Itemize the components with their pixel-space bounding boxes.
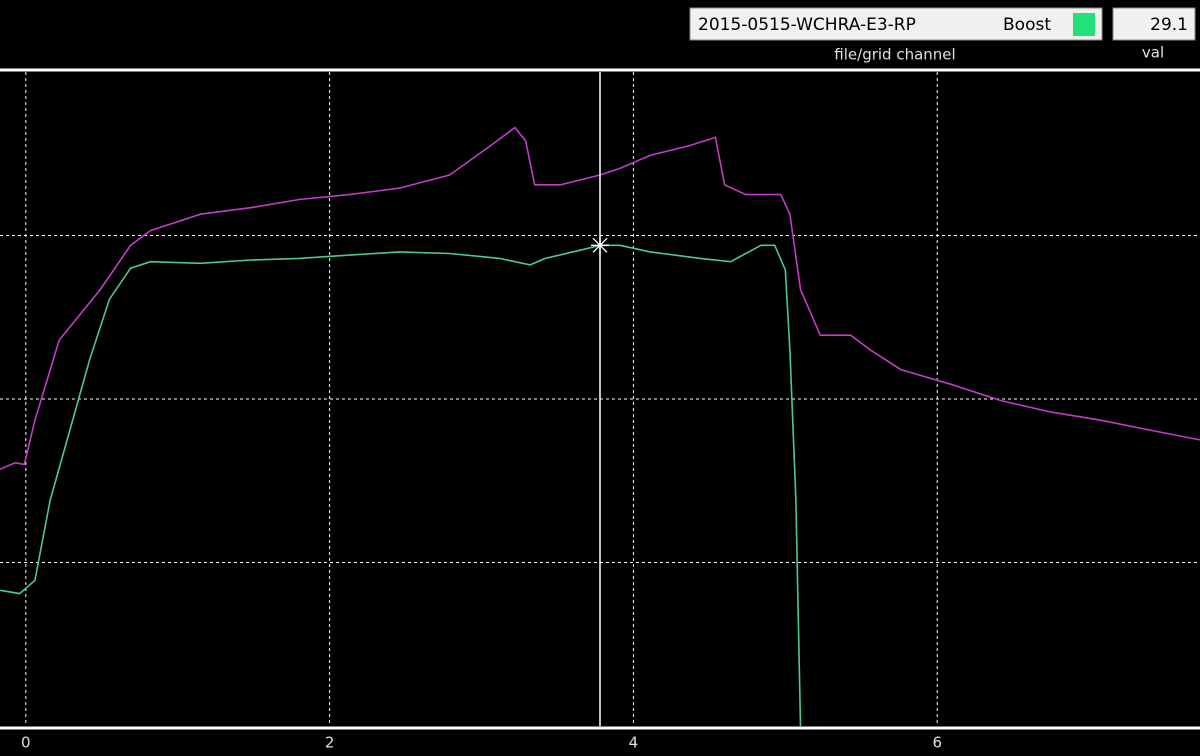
file-name: 2015-0515-WCHRA-E3-RP xyxy=(698,15,916,35)
value: 29.1 xyxy=(1150,15,1188,35)
x-tick-label: 6 xyxy=(932,734,942,752)
file-box[interactable] xyxy=(689,7,1103,41)
value-label: val xyxy=(1142,44,1164,62)
x-tick-label: 0 xyxy=(21,734,31,752)
channel-name: Boost xyxy=(1003,15,1051,35)
value-box xyxy=(1112,7,1196,41)
series-line xyxy=(0,244,802,727)
plot: 0 2 4 6 xyxy=(0,72,1200,752)
channel-swatch[interactable] xyxy=(1073,13,1095,36)
x-tick-label: 4 xyxy=(629,734,639,752)
x-tick-label: 2 xyxy=(325,734,335,752)
file-label: file/grid channel xyxy=(834,46,955,64)
cursor-marker xyxy=(592,237,608,253)
